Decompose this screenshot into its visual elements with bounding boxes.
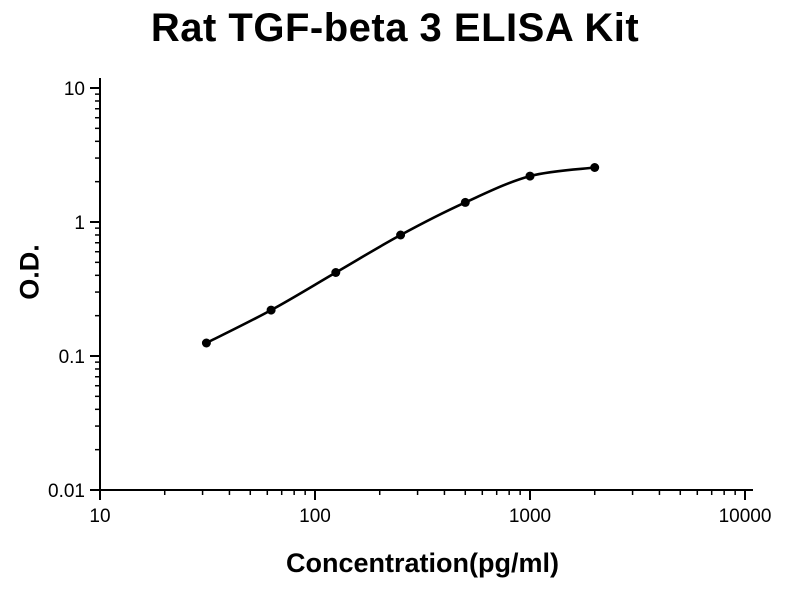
y-tick-label: 0.01	[48, 481, 85, 502]
data-point-marker	[460, 197, 470, 207]
x-tick-label: 1000	[509, 506, 551, 527]
data-point-marker	[525, 171, 535, 181]
y-axis-label: O.D.	[14, 244, 45, 300]
x-tick-label: 10	[89, 506, 110, 527]
data-point-marker	[396, 230, 406, 240]
y-tick-label: 1	[74, 213, 85, 234]
data-point-marker	[331, 268, 341, 277]
data-point-marker	[201, 338, 211, 348]
data-point-marker	[590, 163, 600, 172]
chart-title: Rat TGF-beta 3 ELISA Kit	[150, 6, 640, 50]
data-point-marker	[266, 305, 276, 315]
y-tick-label: 10	[64, 79, 85, 100]
y-tick-label: 0.1	[59, 347, 85, 368]
curve-line	[205, 166, 596, 345]
x-tick-label: 10000	[719, 506, 772, 527]
x-axis-label: Concentration(pg/ml)	[286, 548, 559, 578]
x-tick-label: 100	[299, 506, 331, 527]
